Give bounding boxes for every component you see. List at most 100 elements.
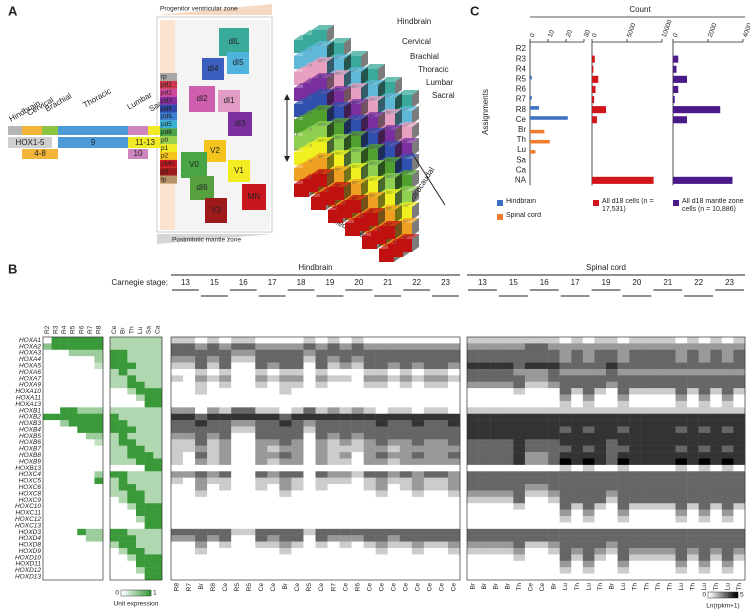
heatmap-cell: [219, 458, 232, 466]
heatmap-cell: [207, 573, 220, 581]
heatmap-cell: [447, 554, 461, 562]
heatmap-cell: [183, 343, 196, 350]
gene-label: HOXC8: [19, 490, 42, 497]
heatmap-cell: [721, 509, 734, 517]
legend-gradient: [735, 592, 739, 598]
heatmap-cell: [594, 535, 607, 542]
heatmap-cell: [85, 400, 95, 408]
heatmap-cell: [387, 400, 400, 408]
heatmap-cell: [291, 458, 304, 466]
domain-label: rp: [161, 74, 167, 81]
heatmap-cell: [399, 548, 413, 555]
heatmap-cell: [110, 394, 119, 402]
heatmap-cell: [183, 445, 196, 453]
heatmap-cell: [267, 528, 280, 536]
heatmap-cell: [435, 375, 449, 382]
heatmap-cell: [582, 458, 595, 466]
heatmap-cell: [411, 541, 425, 549]
gene-label: HOXD8: [19, 542, 42, 549]
heatmap-cell: [548, 458, 560, 466]
heatmap-cell: [548, 567, 560, 574]
heatmap-cell: [447, 394, 461, 402]
heatmap-cell: [231, 541, 244, 549]
hox-label: 4-8: [34, 149, 46, 158]
heatmap-cell: [327, 375, 340, 382]
heatmap-cell: [617, 452, 630, 459]
heatmap-cell: [375, 407, 388, 414]
heatmap-cell: [501, 407, 514, 414]
heatmap-cell: [363, 573, 376, 581]
heatmap-cell: [721, 375, 734, 382]
heatmap-cell: [207, 535, 220, 542]
heatmap-cell: [559, 516, 572, 523]
heatmap-cell: [60, 554, 69, 562]
heatmap-cell: [315, 554, 328, 562]
heatmap-cell: [43, 509, 52, 517]
heatmap-cell: [435, 381, 449, 389]
heatmap-cell: [548, 407, 560, 414]
heatmap-cell: [698, 381, 711, 389]
heatmap-cell: [467, 368, 479, 376]
heatmap-cell: [710, 356, 723, 363]
heatmap-cell: [110, 420, 119, 427]
heatmap-cell: [513, 439, 526, 446]
heatmap-cell: [478, 452, 491, 459]
heatmap-cell: [710, 362, 723, 370]
heatmap-cell: [687, 541, 699, 549]
heatmap-cell: [490, 458, 502, 466]
heatmap-cell: [303, 388, 316, 395]
heatmap-cell: [363, 490, 376, 498]
heatmap-cell: [640, 567, 653, 574]
heatmap-cell: [60, 509, 69, 517]
heatmap-cell: [315, 503, 328, 510]
heatmap-cell: [267, 484, 280, 491]
heatmap-cell: [267, 337, 280, 344]
heatmap-cell: [136, 548, 145, 555]
heatmap-cell: [571, 522, 584, 530]
heatmap-cell: [629, 368, 641, 376]
heatmap-cell: [195, 464, 208, 472]
heatmap-cell: [267, 464, 280, 472]
heatmap-cell: [411, 490, 425, 498]
heatmap-cell: [279, 381, 292, 389]
heatmap-cell: [652, 528, 665, 536]
cube-side: [412, 186, 419, 204]
heatmap-cell: [663, 349, 676, 357]
heatmap-cell: [663, 388, 676, 395]
hox-label: 11-13: [135, 138, 155, 147]
heatmap-cell: [68, 516, 78, 523]
cube-side: [378, 80, 385, 98]
heatmap-cell: [255, 413, 268, 421]
heatmap-cell: [501, 573, 514, 581]
heatmap-cell: [721, 439, 734, 446]
heatmap-cell: [733, 567, 746, 574]
heatmap-cell: [524, 554, 537, 562]
heatmap-cell: [255, 362, 268, 370]
heatmap-cell: [721, 522, 734, 530]
heatmap-cell: [207, 496, 220, 504]
heatmap-cell: [303, 516, 316, 523]
heatmap-cell: [375, 420, 388, 427]
heatmap-cell: [559, 381, 572, 389]
heatmap-cell: [687, 464, 699, 472]
heatmap-cell: [478, 388, 491, 395]
heatmap-cell: [387, 394, 400, 402]
heatmap-cell: [77, 420, 87, 427]
cube-top: [346, 115, 368, 120]
neuron-domain: [218, 90, 240, 112]
heatmap-cell: [435, 516, 449, 523]
heatmap-cell: [136, 477, 145, 485]
heatmap-cell: [582, 368, 595, 376]
progenitor-domain: [160, 112, 177, 121]
heatmap-cell: [687, 554, 699, 562]
heatmap-cell: [136, 452, 145, 459]
heatmap-cell: [524, 509, 537, 517]
heatmap-cell: [594, 343, 607, 350]
heatmap-cell: [490, 413, 502, 421]
heatmap-cell: [339, 439, 352, 446]
heatmap-cell: [171, 560, 184, 568]
heatmap-cell: [43, 516, 52, 523]
heatmap-cell: [571, 496, 584, 504]
heatmap-cell: [327, 388, 340, 395]
heatmap-cell: [255, 477, 268, 485]
